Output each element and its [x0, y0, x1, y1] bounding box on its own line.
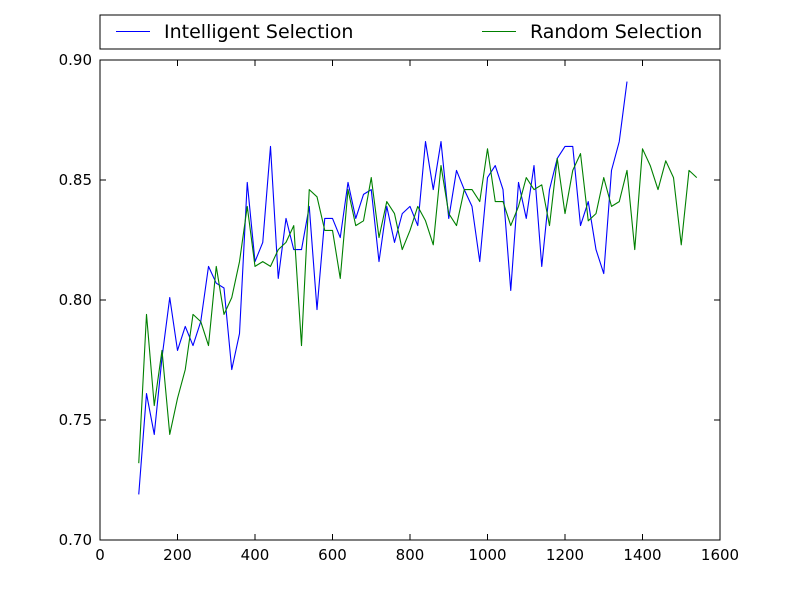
- x-tick-label: 800: [396, 546, 425, 564]
- y-tick-label: 0.80: [59, 291, 92, 309]
- y-tick-label: 0.70: [59, 531, 92, 549]
- series-layer: [138, 81, 698, 495]
- y-tick-label: 0.90: [59, 51, 92, 69]
- legend: Intelligent Selection Random Selection: [99, 14, 721, 50]
- legend-label-intelligent: Intelligent Selection: [164, 21, 353, 43]
- series-line-random-selection: [138, 148, 698, 464]
- x-tick-label: 1200: [546, 546, 584, 564]
- x-tick-label: 0: [95, 546, 105, 564]
- x-tick-label: 600: [318, 546, 347, 564]
- legend-box: [99, 14, 721, 50]
- y-tick-label: 0.85: [59, 171, 92, 189]
- x-tick-label: 400: [241, 546, 270, 564]
- x-tick-label: 1000: [468, 546, 506, 564]
- axis-ticks-layer: 0 200 400 600 800 1000 1200 1400 1600 0.70 0.75 0.8…: [59, 51, 740, 564]
- x-tick-label: 1400: [623, 546, 661, 564]
- y-tick-label: 0.75: [59, 411, 92, 429]
- x-tick-label: 200: [163, 546, 192, 564]
- series-line-intelligent-selection: [138, 81, 628, 495]
- x-tick-label: 1600: [701, 546, 739, 564]
- legend-label-random: Random Selection: [530, 21, 702, 43]
